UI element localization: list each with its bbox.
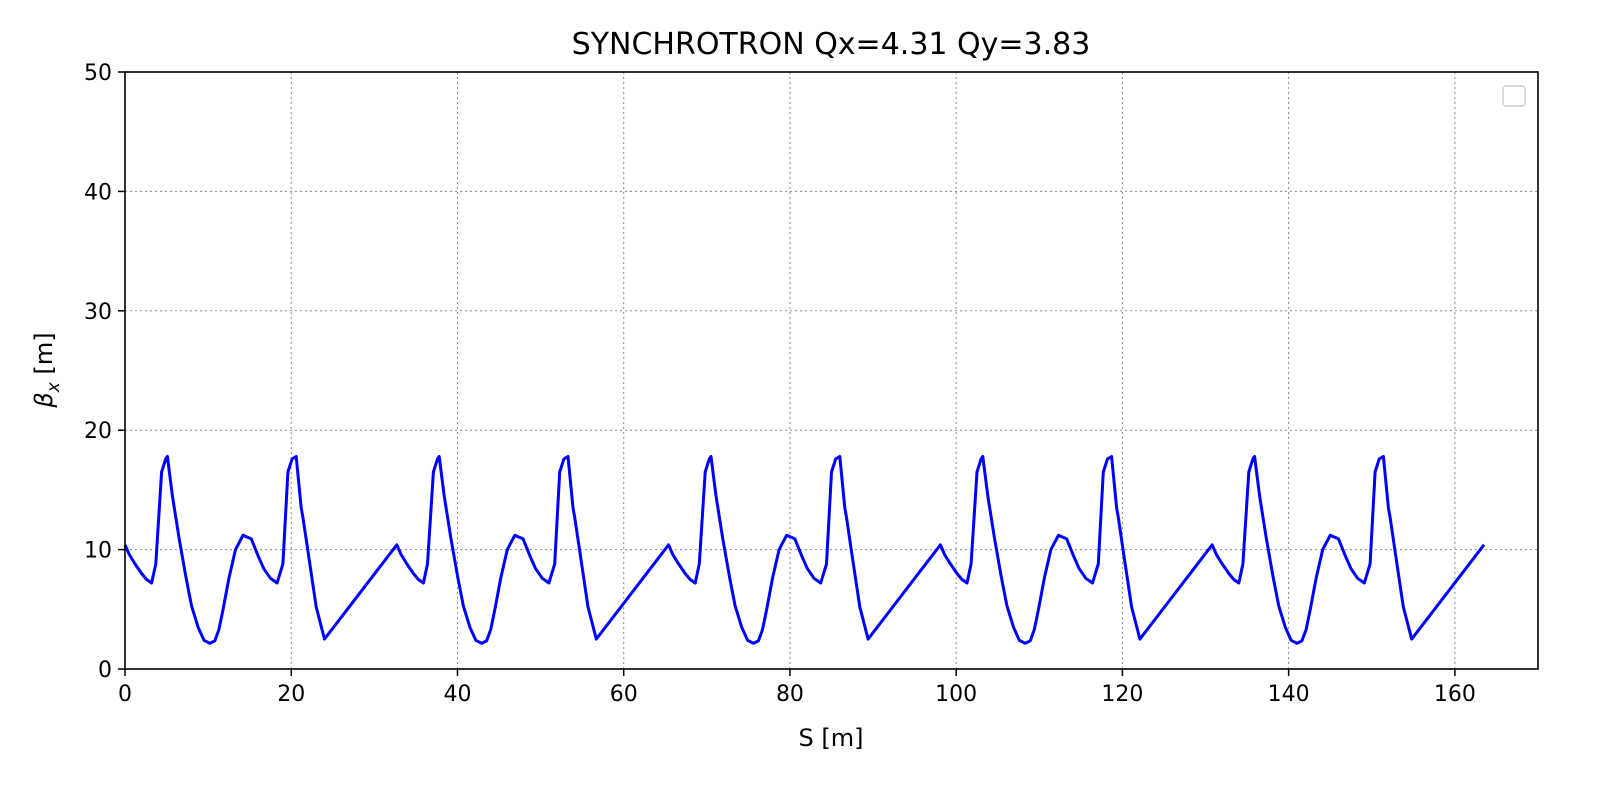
x-axis-ticks: 0 20 40 60 80 100 120 140 160 <box>118 669 1476 707</box>
x-tick-label: 100 <box>935 682 977 707</box>
x-tick-label: 40 <box>443 682 471 707</box>
y-tick-label: 10 <box>84 539 112 564</box>
x-tick-label: 80 <box>776 682 804 707</box>
y-axis-label: βx [m] <box>30 332 64 408</box>
x-tick-label: 20 <box>277 682 305 707</box>
chart-title: SYNCHROTRON Qx=4.31 Qy=3.83 <box>572 27 1091 62</box>
x-tick-label: 0 <box>118 682 132 707</box>
grid <box>125 72 1538 669</box>
y-tick-label: 50 <box>84 61 112 86</box>
y-tick-label: 20 <box>84 419 112 444</box>
y-tick-label: 0 <box>98 658 112 683</box>
plot-frame <box>124 71 1539 670</box>
x-tick-label: 60 <box>610 682 638 707</box>
beta-x-series-line <box>123 455 1486 645</box>
legend-box <box>1502 85 1526 107</box>
series-layer <box>123 455 1486 645</box>
y-tick-label: 30 <box>84 300 112 325</box>
y-axis-ticks: 0 10 20 30 40 50 <box>84 61 125 683</box>
x-tick-label: 140 <box>1268 682 1310 707</box>
y-axis-label-unit: [m] <box>30 332 58 382</box>
x-axis-label: S [m] <box>799 724 864 752</box>
y-tick-label: 40 <box>84 180 112 205</box>
x-tick-label: 120 <box>1101 682 1143 707</box>
y-axis-label-sub: x <box>44 381 64 393</box>
y-axis-label-beta: β <box>30 392 58 408</box>
x-tick-label: 160 <box>1434 682 1476 707</box>
